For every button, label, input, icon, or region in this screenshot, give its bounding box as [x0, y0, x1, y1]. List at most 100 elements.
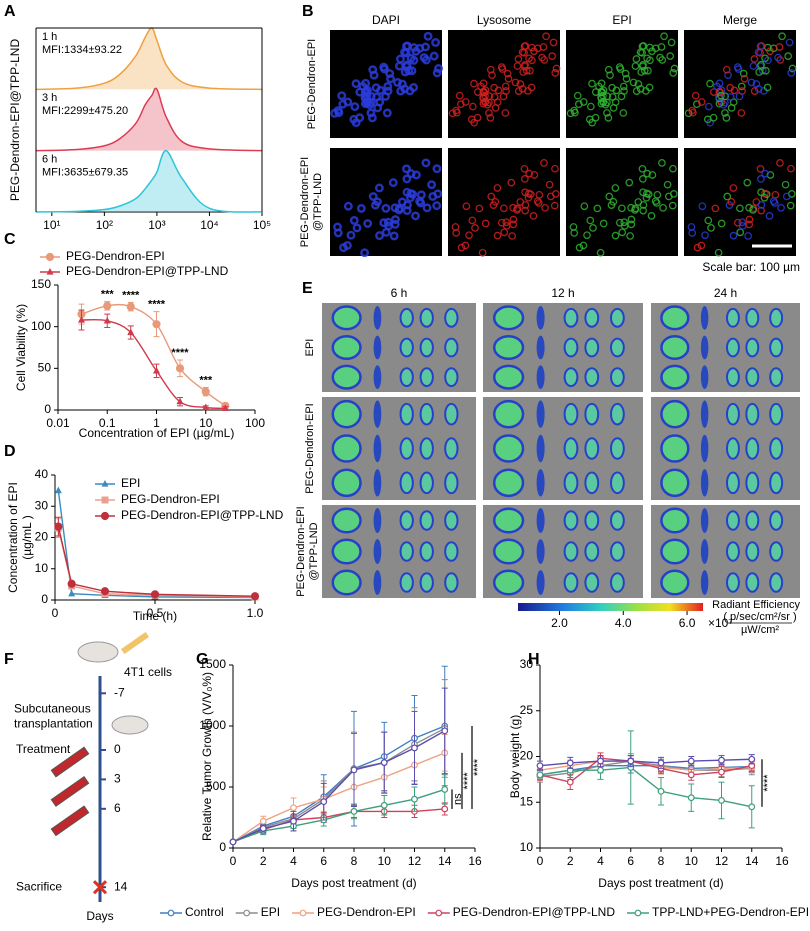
- series-line: [232, 788, 445, 843]
- series-line: [57, 526, 256, 597]
- cell: [530, 171, 539, 179]
- organ: [399, 541, 414, 562]
- cell: [551, 69, 560, 77]
- organ: [769, 367, 784, 388]
- cell: [747, 78, 756, 87]
- cell: [351, 79, 361, 89]
- organ: [610, 541, 625, 562]
- cell: [483, 100, 492, 109]
- y-tick-label: 40: [35, 467, 49, 481]
- cell: [745, 203, 753, 212]
- cell: [400, 84, 410, 94]
- cell: [374, 183, 384, 193]
- cell: [551, 164, 559, 173]
- cell: [757, 61, 765, 69]
- cell: [777, 203, 785, 212]
- x-tick-label: 0.01: [46, 416, 70, 430]
- cell: [781, 180, 790, 189]
- organ: [700, 434, 709, 463]
- organ: [373, 305, 382, 330]
- cell: [518, 85, 527, 93]
- day-label: 6: [114, 801, 121, 815]
- cell: [540, 159, 548, 167]
- organ: [700, 469, 709, 497]
- ridge-line: [35, 87, 263, 152]
- organ: [769, 510, 784, 531]
- cell: [669, 164, 677, 173]
- row-label: PEG-Dendron-EPI: [295, 506, 307, 596]
- cell: [485, 109, 493, 117]
- cell: [570, 106, 578, 115]
- cell: [609, 197, 618, 206]
- cell: [763, 83, 772, 92]
- panel-label: D: [4, 443, 16, 460]
- cell: [734, 65, 743, 73]
- organ: [399, 510, 414, 531]
- series-line: [539, 757, 752, 783]
- legend-label: PEG-Dendron-EPI: [317, 905, 416, 919]
- column-header: 12 h: [551, 286, 574, 300]
- cell: [575, 243, 584, 252]
- colorbar-title: Radiant Efficiency: [712, 599, 800, 611]
- cell: [434, 64, 443, 73]
- cell: [727, 104, 736, 112]
- organ: [331, 569, 362, 596]
- x-tick-label: 10³: [148, 218, 165, 232]
- cell: [604, 114, 613, 122]
- series-line: [539, 760, 752, 778]
- cell: [479, 93, 487, 102]
- cell: [631, 206, 639, 214]
- cell: [636, 85, 645, 93]
- cell: [632, 55, 641, 63]
- cell: [521, 188, 529, 197]
- cell: [487, 192, 496, 201]
- cell: [713, 82, 721, 91]
- organ: [399, 471, 414, 495]
- organ: [725, 541, 740, 562]
- series-line: [232, 727, 446, 843]
- mouse: [111, 715, 149, 735]
- cell: [400, 47, 409, 57]
- cell: [757, 206, 766, 215]
- series-line: [57, 527, 256, 598]
- marker: [687, 794, 695, 802]
- organ: [769, 471, 784, 495]
- organ: [536, 365, 545, 390]
- cell: [639, 201, 648, 209]
- cell: [525, 189, 533, 198]
- organ: [492, 569, 525, 596]
- organ: [610, 437, 625, 460]
- syringe: [50, 805, 90, 837]
- organ: [419, 367, 434, 388]
- panel-label: A: [4, 3, 16, 20]
- organ: [373, 365, 382, 390]
- cell: [372, 197, 382, 207]
- ridge-line: [35, 149, 263, 213]
- panel-label: G: [196, 651, 208, 668]
- cell: [714, 248, 723, 257]
- cell: [617, 92, 626, 101]
- marker: [176, 397, 184, 405]
- cell: [421, 42, 430, 52]
- organ: [331, 399, 362, 429]
- y-tick-label: 0: [41, 592, 48, 606]
- cell: [609, 104, 618, 112]
- cell: [520, 164, 529, 173]
- cell: [488, 71, 496, 80]
- marker: [566, 759, 574, 767]
- organ: [700, 570, 709, 595]
- cell: [538, 53, 546, 62]
- colorbar-unit: ( p/sec/cm²/sr ): [723, 611, 796, 623]
- organ: [492, 538, 525, 565]
- organ: [373, 508, 382, 533]
- organ: [536, 335, 545, 360]
- day-label: -7: [114, 685, 125, 699]
- organ: [444, 510, 459, 531]
- cell: [471, 224, 479, 232]
- organ: [399, 367, 414, 388]
- cell: [519, 68, 528, 76]
- cell: [643, 189, 651, 198]
- marker: [411, 795, 418, 803]
- cell: [727, 197, 736, 206]
- marker: [441, 727, 449, 735]
